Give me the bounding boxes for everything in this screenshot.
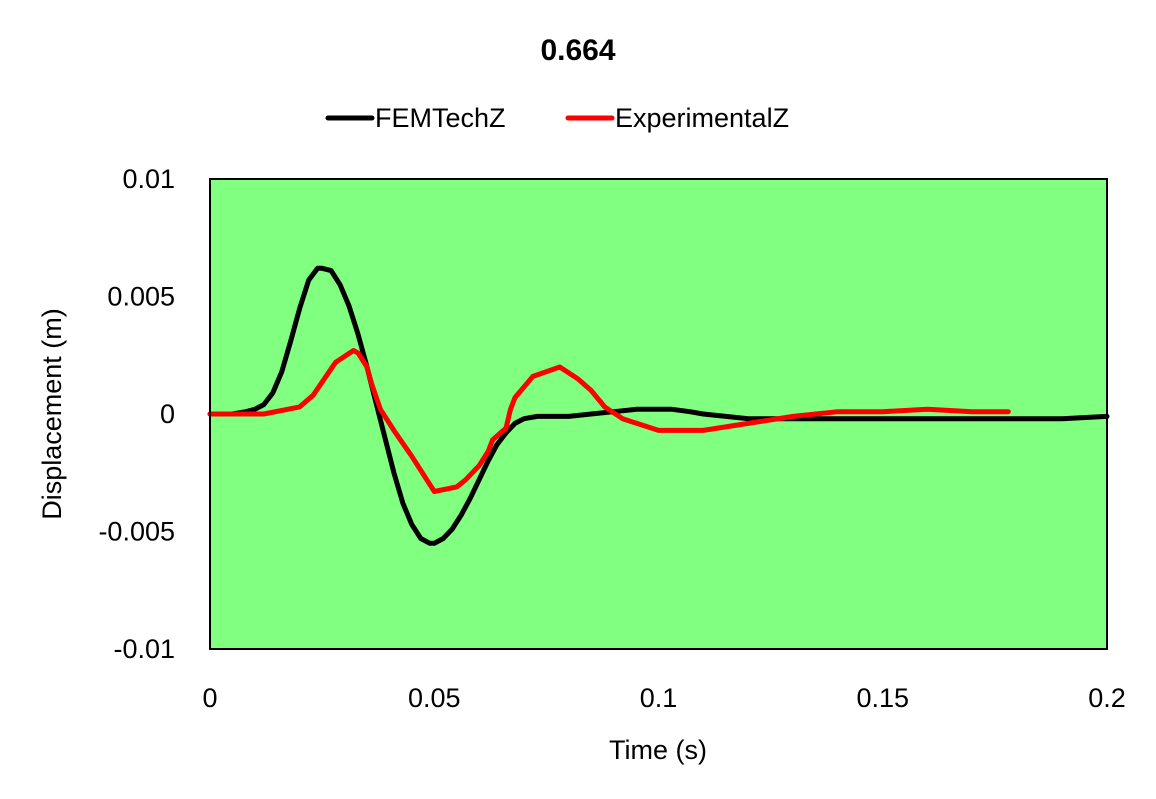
legend: FEMTechZ ExperimentalZ (325, 103, 789, 133)
legend-entry-experimentalz: ExperimentalZ (565, 103, 789, 133)
legend-entry-femtechz: FEMTechZ (325, 103, 506, 133)
y-axis-title: Displacement (m) (37, 308, 67, 520)
legend-label: ExperimentalZ (615, 103, 789, 133)
series-layer (207, 265, 1110, 546)
y-tick-label: -0.01 (113, 634, 175, 664)
y-tick-label: 0.005 (107, 282, 175, 312)
y-tick-label: -0.005 (98, 517, 175, 547)
plot-border (209, 178, 1108, 650)
y-axis-ticks: -0.01 -0.005 0 0.005 0.01 (98, 164, 175, 664)
series-line-experimentalz (207, 348, 1011, 494)
x-axis-title: Time (s) (609, 735, 707, 765)
x-tick-label: 0.05 (408, 683, 461, 713)
x-tick-label: 0.2 (1088, 683, 1126, 713)
plot-area (210, 179, 1107, 649)
y-tick-label: 0 (160, 399, 175, 429)
x-tick-label: 0 (202, 683, 217, 713)
series-line-femtechz (207, 265, 1110, 546)
x-axis-ticks: 0 0.05 0.1 0.15 0.2 (202, 683, 1125, 713)
chart-title: 0.664 (540, 34, 615, 67)
x-tick-label: 0.15 (856, 683, 909, 713)
x-tick-label: 0.1 (640, 683, 678, 713)
legend-label: FEMTechZ (375, 103, 506, 133)
y-tick-label: 0.01 (122, 164, 175, 194)
